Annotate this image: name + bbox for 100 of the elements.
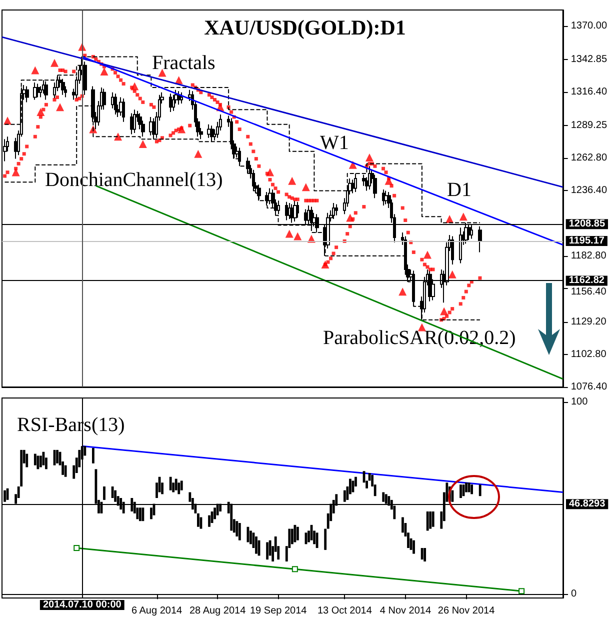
bar [236, 521, 238, 536]
candlestick [172, 94, 175, 112]
point [100, 67, 108, 76]
point [50, 58, 58, 67]
bar [296, 526, 299, 540]
bar [290, 528, 294, 544]
x-tick-label: 6 Aug 2014 [131, 606, 182, 616]
bar [142, 508, 144, 522]
y-tick-label: 1262.80 [570, 152, 608, 164]
candlestick [354, 173, 357, 192]
annotation: D1 [447, 179, 472, 201]
candlestick [268, 188, 272, 205]
point [440, 307, 448, 316]
candlestick [335, 204, 338, 216]
point [384, 176, 393, 185]
point [130, 82, 139, 90]
y-tick-label: 1182.80 [570, 250, 607, 262]
y-tick-label: 1289.25 [570, 120, 608, 131]
bar [429, 511, 432, 529]
bar [178, 482, 180, 494]
point [288, 176, 296, 185]
ref-line-label: 1195.17 [568, 235, 605, 246]
annotation: Fractals [152, 52, 216, 74]
bar [174, 478, 178, 490]
candlestick [332, 202, 335, 220]
bar [92, 448, 94, 464]
point [178, 125, 186, 134]
point [4, 116, 12, 125]
bar [36, 456, 40, 470]
bar [432, 511, 434, 527]
y-tick-label: 1236.40 [570, 184, 608, 196]
candlestick [25, 86, 29, 103]
candlestick [180, 92, 183, 104]
bar [56, 450, 58, 464]
bar [412, 540, 415, 554]
bar [208, 515, 210, 527]
ref-line-label: 1162.82 [568, 275, 605, 286]
candlestick [114, 93, 117, 116]
x-tick-label: 19 Sep 2014 [250, 606, 308, 616]
ref-line-label: 1208.85 [568, 218, 606, 230]
candlestick [373, 174, 377, 199]
point [365, 154, 374, 162]
bar [382, 492, 385, 502]
candlestick [238, 147, 241, 167]
point [398, 288, 407, 296]
bar [460, 484, 462, 498]
bar [138, 508, 142, 522]
bar [426, 511, 429, 531]
bar [20, 450, 23, 486]
candlestick [33, 82, 37, 100]
point [448, 270, 456, 278]
candlestick [451, 236, 454, 266]
point [285, 230, 294, 238]
bar [255, 536, 258, 554]
bar [64, 465, 67, 477]
bar [266, 542, 268, 560]
y-tick-label: 0 [571, 588, 577, 600]
bar [39, 456, 42, 468]
bar [324, 528, 327, 550]
annotation: W1 [320, 132, 349, 154]
point [423, 250, 432, 259]
candlestick [44, 80, 48, 100]
point [294, 232, 302, 240]
point [31, 66, 40, 74]
bar [34, 454, 36, 466]
candlestick [384, 190, 388, 205]
bar [26, 454, 28, 468]
candlestick [102, 88, 106, 110]
ref-line-label: 46.8293 [569, 498, 606, 510]
bar [420, 548, 424, 560]
candlestick [246, 157, 250, 174]
bar [84, 446, 86, 456]
bar [478, 484, 482, 496]
candlestick [133, 109, 136, 134]
point [302, 183, 310, 192]
y-tick-label: 1370.00 [570, 20, 608, 32]
y-tick-label: 1156.40 [570, 286, 607, 298]
y-tick-label: 1342.85 [570, 54, 608, 65]
ref-line-label: 2014.07.10 00:00 [42, 600, 122, 610]
point [348, 160, 357, 169]
candlestick [459, 227, 462, 264]
candlestick [296, 201, 299, 218]
x-tick-label: 28 Aug 2014 [189, 606, 246, 616]
bar [114, 490, 117, 502]
y-tick-label: 1076.40 [570, 382, 608, 392]
point [518, 588, 525, 594]
candlestick [257, 184, 261, 202]
point [266, 168, 274, 176]
candlestick [207, 124, 211, 138]
bar [343, 490, 346, 502]
point [138, 140, 147, 148]
candlestick [61, 78, 65, 96]
x-tick-label: 26 Nov 2014 [438, 606, 496, 616]
point [114, 132, 122, 141]
bar [250, 530, 252, 544]
point [36, 108, 45, 116]
bar [180, 480, 183, 490]
point [74, 545, 80, 551]
bar [103, 486, 106, 500]
bar [470, 484, 474, 494]
